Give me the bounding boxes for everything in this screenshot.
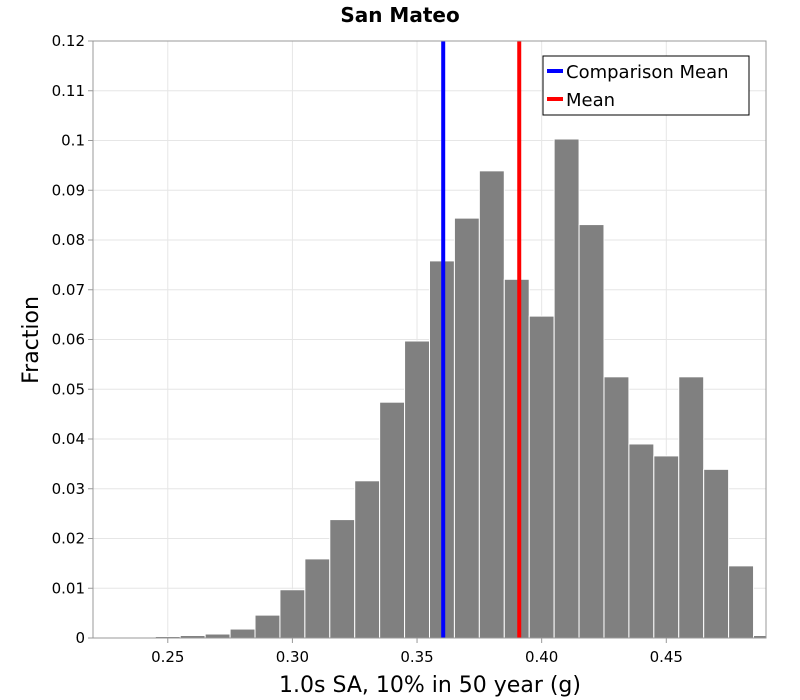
y-tick-label: 0.03 [52, 480, 85, 498]
x-tick-label: 0.35 [400, 648, 433, 666]
histogram-bar [678, 376, 705, 639]
y-tick-label: 0.12 [52, 32, 85, 50]
histogram-bar [204, 633, 231, 639]
histogram-bar [578, 224, 605, 639]
legend-label: Mean [566, 90, 615, 111]
histogram-bar [703, 468, 730, 639]
histogram-bar [379, 401, 406, 639]
histogram-bar [329, 519, 356, 639]
y-tick-label: 0.04 [52, 430, 85, 448]
histogram-bar [279, 589, 306, 639]
y-tick-label: 0.02 [52, 530, 85, 548]
y-tick-label: 0.09 [52, 181, 85, 199]
y-tick-label: 0.08 [52, 231, 85, 249]
histogram-bar [354, 480, 381, 639]
x-tick-label: 0.25 [151, 648, 184, 666]
x-tick-label: 0.45 [650, 648, 683, 666]
bars [104, 138, 767, 639]
y-axis-ticks: 0 0.01 0.02 0.03 0.04 0.05 0.06 0.07 0.08 0.09 0.1… [52, 32, 93, 647]
y-tick-label: 0.01 [52, 579, 85, 597]
y-tick-label: 0.11 [52, 82, 85, 100]
legend-label: Comparison Mean [566, 62, 729, 83]
x-tick-label: 0.40 [525, 648, 558, 666]
histogram-bar [553, 138, 580, 639]
histogram-bar [453, 217, 480, 639]
y-axis-label: Fraction [19, 296, 44, 384]
histogram-bar [304, 558, 331, 639]
mean-lines [441, 41, 522, 638]
histogram-bar [528, 315, 555, 639]
x-tick-label: 0.30 [276, 648, 309, 666]
y-tick-label: 0.06 [52, 331, 85, 349]
histogram-bar [404, 340, 430, 639]
y-tick-label: 0.1 [61, 132, 85, 150]
y-tick-label: 0 [75, 629, 85, 647]
legend: Comparison Mean Mean [542, 55, 750, 116]
histogram-bar [229, 628, 256, 639]
chart-title: San Mateo [340, 3, 459, 27]
x-axis-ticks: 0.25 0.30 0.35 0.40 0.45 [151, 638, 683, 666]
x-axis-label: 1.0s SA, 10% in 50 year (g) [279, 673, 581, 698]
histogram-bar [478, 170, 505, 639]
histogram-bar [628, 443, 655, 639]
histogram-bar [603, 376, 630, 639]
histogram-bar [503, 278, 530, 639]
histogram-bar [653, 455, 680, 639]
y-tick-label: 0.07 [52, 281, 85, 299]
histogram-bar [728, 565, 755, 639]
legend-box [542, 55, 750, 116]
histogram-bar [254, 614, 281, 639]
y-tick-label: 0.05 [52, 380, 85, 398]
